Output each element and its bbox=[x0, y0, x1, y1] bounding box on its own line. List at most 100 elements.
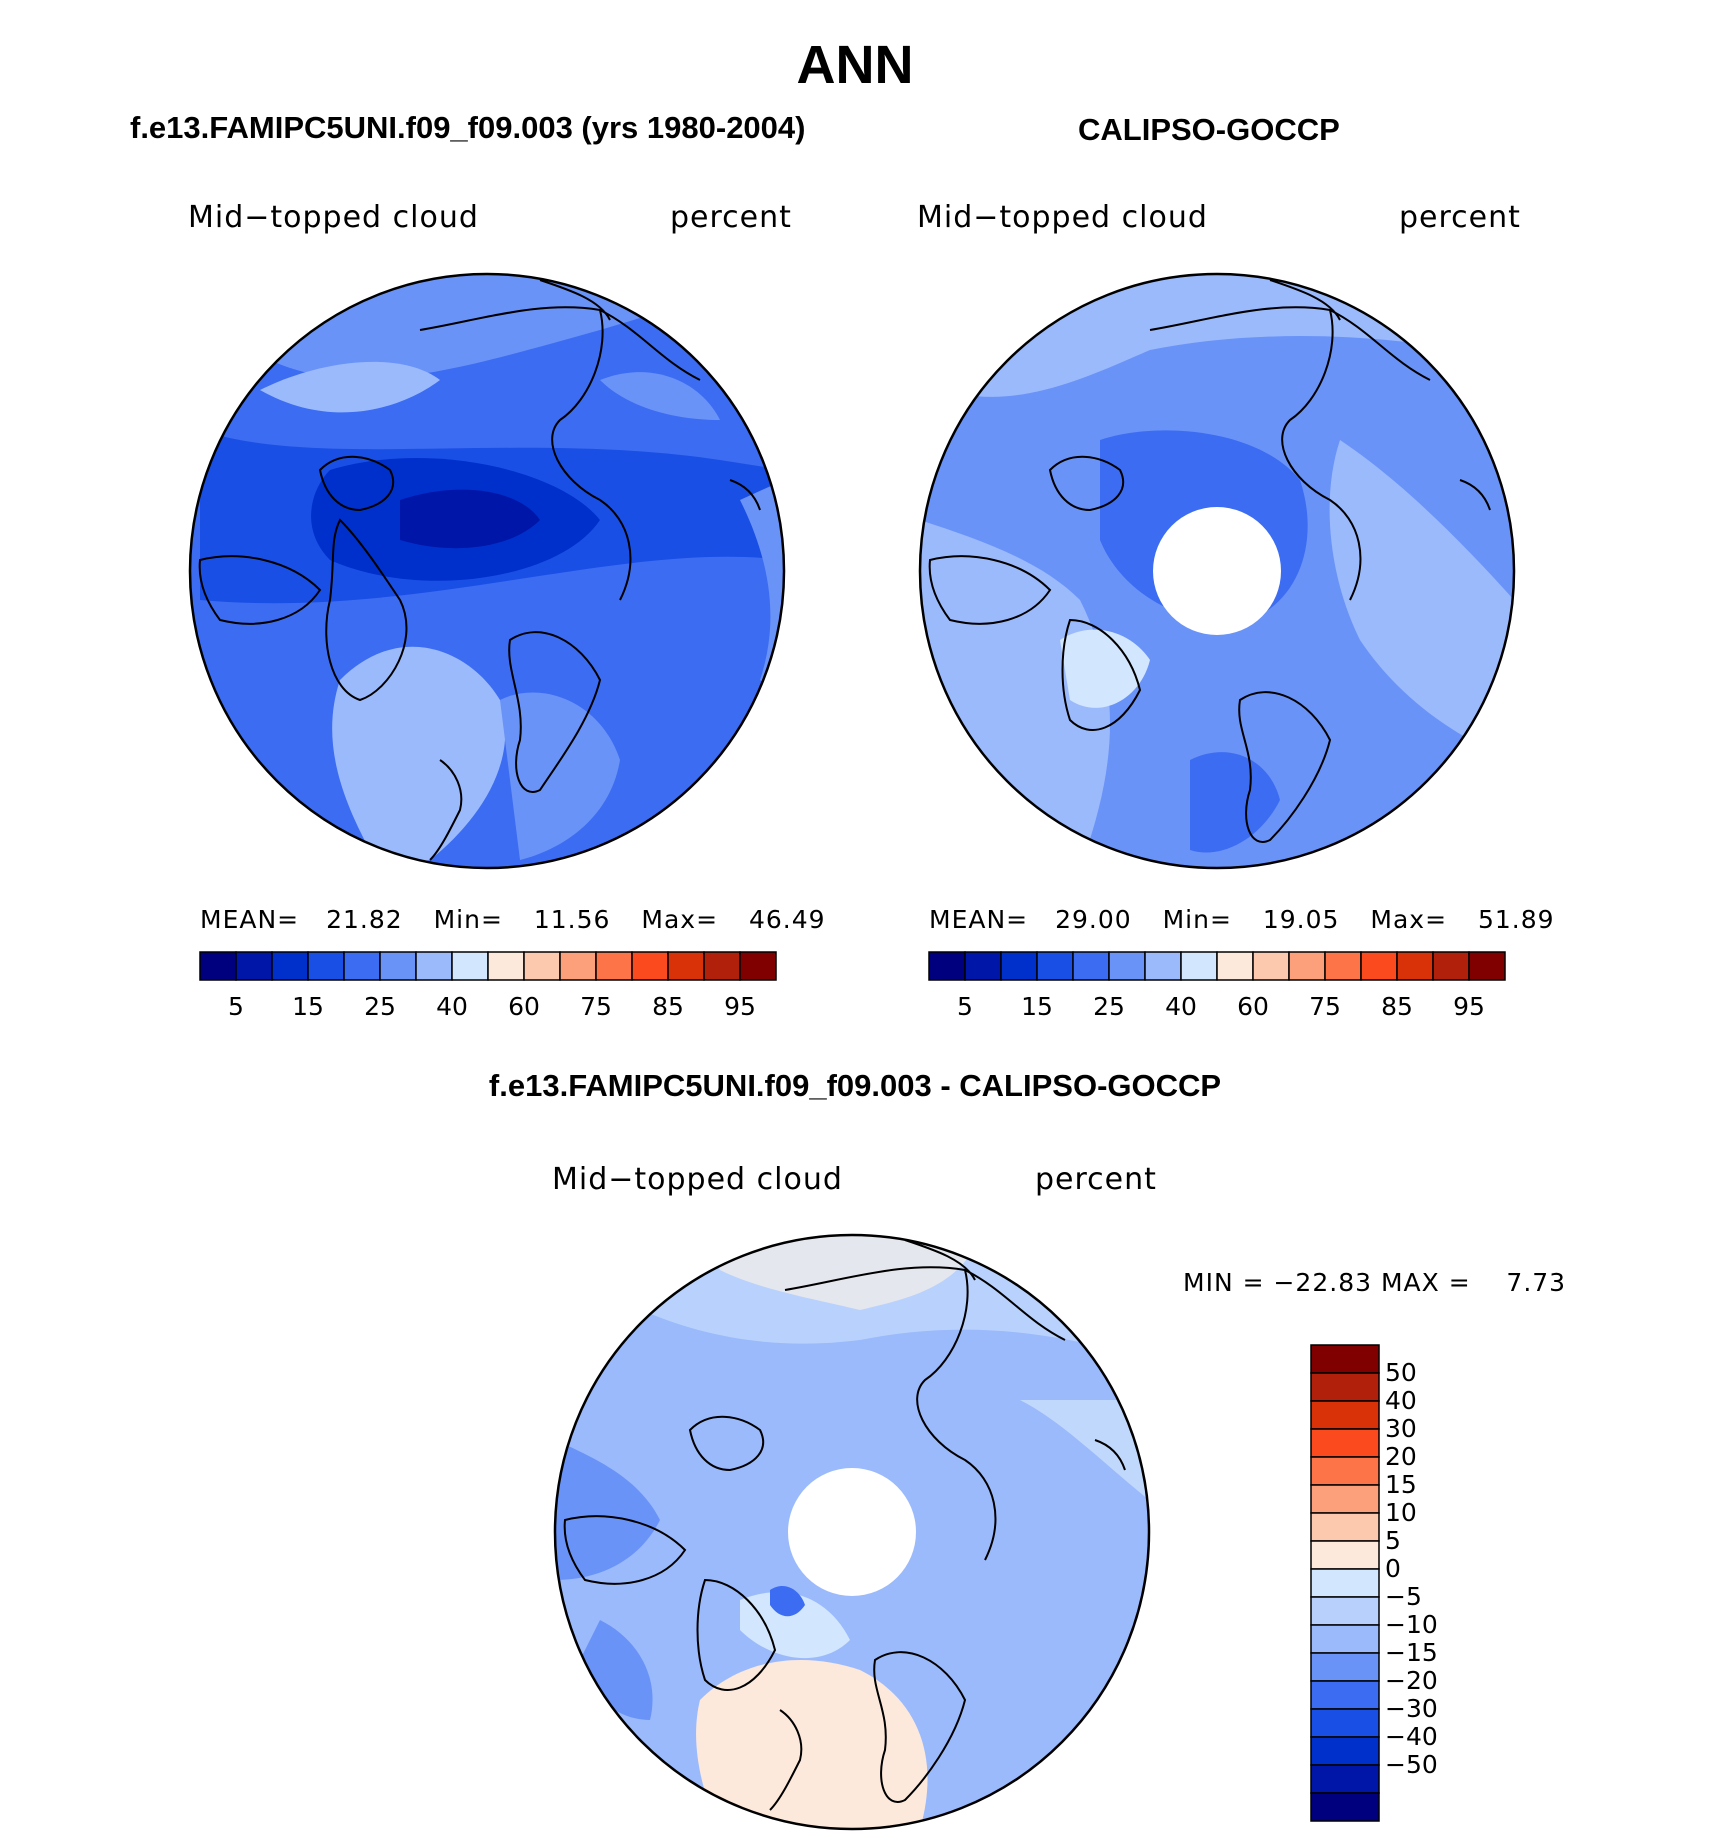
panel1-colorbar-cell bbox=[667, 951, 705, 981]
panel2-colorbar-cell bbox=[928, 951, 966, 981]
panel2-colorbar-cell bbox=[1180, 951, 1218, 981]
panel2-min-label: Min= bbox=[1162, 905, 1232, 934]
panel1-colorbar-cell bbox=[415, 951, 453, 981]
diff-colorbar-tick-label: 40 bbox=[1385, 1386, 1417, 1415]
panel1-colorbar-cell bbox=[199, 951, 237, 981]
panel1-colorbar-cell bbox=[451, 951, 489, 981]
panel1-colorbar-tick-label: 60 bbox=[508, 992, 540, 1021]
panel2-colorbar bbox=[928, 951, 1506, 981]
panel1-colorbar-cell bbox=[487, 951, 525, 981]
diff-colorbar-tick-label: −50 bbox=[1385, 1750, 1438, 1779]
diff-colorbar bbox=[1310, 1344, 1380, 1822]
panel2-colorbar-cell bbox=[1396, 951, 1434, 981]
diff-colorbar-tick-label: 10 bbox=[1385, 1498, 1417, 1527]
panel1-max-label: Max= bbox=[641, 905, 719, 934]
diff-colorbar-cell bbox=[1310, 1428, 1380, 1458]
panel2-colorbar-cell bbox=[1216, 951, 1254, 981]
panel1-mean: 21.82 bbox=[326, 905, 403, 934]
panel2-map bbox=[918, 272, 1516, 870]
panel2-header: CALIPSO-GOCCP bbox=[1078, 112, 1340, 147]
diff-colorbar-tick-label: −15 bbox=[1385, 1638, 1438, 1667]
panel2-colorbar-cell bbox=[1252, 951, 1290, 981]
diff-colorbar-cell bbox=[1310, 1484, 1380, 1514]
panel2-mean-label: MEAN= bbox=[929, 905, 1029, 934]
panel2-colorbar-cell bbox=[1072, 951, 1110, 981]
figure-title: ANN bbox=[796, 35, 914, 95]
panel2-colorbar-cell bbox=[964, 951, 1002, 981]
panel1-colorbar-cell bbox=[559, 951, 597, 981]
panel1-mean-label: MEAN= bbox=[200, 905, 300, 934]
panel1-min-label: Min= bbox=[433, 905, 503, 934]
panel2-colorbar-tick-label: 15 bbox=[1021, 992, 1053, 1021]
panel1-colorbar-tick-label: 25 bbox=[364, 992, 396, 1021]
panel2-colorbar-cell bbox=[1144, 951, 1182, 981]
diff-colorbar-tick-label: 20 bbox=[1385, 1442, 1417, 1471]
diff-colorbar-tick-label: 0 bbox=[1385, 1554, 1401, 1583]
panel2-colorbar-cell bbox=[1288, 951, 1326, 981]
panel2-colorbar-cell bbox=[1324, 951, 1362, 981]
panel3-variable: Mid−topped cloud bbox=[552, 1162, 843, 1197]
panel1-min: 11.56 bbox=[533, 905, 611, 934]
diff-colorbar-tick-label: −10 bbox=[1385, 1610, 1438, 1639]
panel1-colorbar-tick-label: 95 bbox=[724, 992, 756, 1021]
panel3-units: percent bbox=[1035, 1162, 1157, 1197]
panel1-map bbox=[188, 272, 786, 870]
panel1-units: percent bbox=[670, 200, 792, 235]
diff-colorbar-tick-label: −30 bbox=[1385, 1694, 1438, 1723]
panel1-colorbar-cell bbox=[523, 951, 561, 981]
panel2-colorbar-tick-label: 5 bbox=[957, 992, 973, 1021]
panel1-colorbar-tick-label: 5 bbox=[228, 992, 244, 1021]
panel1-colorbar-cell bbox=[631, 951, 669, 981]
panel2-colorbar-tick-label: 25 bbox=[1093, 992, 1125, 1021]
panel3-map bbox=[553, 1233, 1151, 1831]
panel1-colorbar-tick-label: 40 bbox=[436, 992, 468, 1021]
diff-colorbar-tick-label: −5 bbox=[1385, 1582, 1422, 1611]
panel2-min: 19.05 bbox=[1262, 905, 1340, 934]
panel2-colorbar-tick-label: 40 bbox=[1165, 992, 1197, 1021]
panel3-header: f.e13.FAMIPC5UNI.f09_f09.003 - CALIPSO-G… bbox=[488, 1068, 1222, 1103]
panel1-colorbar-cell bbox=[703, 951, 741, 981]
diff-colorbar-tick-label: 15 bbox=[1385, 1470, 1417, 1499]
panel2-colorbar-cell bbox=[1432, 951, 1470, 981]
panel1-colorbar-cell bbox=[343, 951, 381, 981]
panel2-colorbar-tick-label: 95 bbox=[1453, 992, 1485, 1021]
panel2-variable: Mid−topped cloud bbox=[917, 200, 1208, 235]
panel2-max-label: Max= bbox=[1370, 905, 1448, 934]
panel2-colorbar-cell bbox=[1468, 951, 1506, 981]
panel2-colorbar-cell bbox=[1000, 951, 1038, 981]
panel2-stats: MEAN= 29.00 Min= 19.05 Max= 51.89 bbox=[929, 905, 1555, 934]
panel1-colorbar-cell bbox=[595, 951, 633, 981]
panel1-colorbar-tick-label: 15 bbox=[292, 992, 324, 1021]
diff-colorbar-cell bbox=[1310, 1680, 1380, 1710]
diff-colorbar-cell bbox=[1310, 1512, 1380, 1542]
panel2-colorbar-tick-label: 75 bbox=[1309, 992, 1341, 1021]
panel3-stats: MIN = −22.83 MAX = 7.73 bbox=[1183, 1268, 1567, 1297]
diff-colorbar-cell bbox=[1310, 1344, 1380, 1374]
diff-colorbar-tick-label: −20 bbox=[1385, 1666, 1438, 1695]
panel1-stats: MEAN= 21.82 Min= 11.56 Max= 46.49 bbox=[200, 905, 826, 934]
panel1-colorbar-cell bbox=[271, 951, 309, 981]
panel2-mean: 29.00 bbox=[1055, 905, 1132, 934]
panel1-header: f.e13.FAMIPC5UNI.f09_f09.003 (yrs 1980-2… bbox=[130, 110, 806, 145]
diff-colorbar-cell bbox=[1310, 1400, 1380, 1430]
panel2-colorbar-cell bbox=[1036, 951, 1074, 981]
panel2-colorbar-tick-label: 85 bbox=[1381, 992, 1413, 1021]
diff-colorbar-cell bbox=[1310, 1624, 1380, 1654]
panel1-colorbar-cell bbox=[235, 951, 273, 981]
diff-colorbar-cell bbox=[1310, 1456, 1380, 1486]
diff-colorbar-cell bbox=[1310, 1736, 1380, 1766]
panel1-colorbar bbox=[199, 951, 777, 981]
diff-colorbar-cell bbox=[1310, 1652, 1380, 1682]
panel1-colorbar-tick-label: 75 bbox=[580, 992, 612, 1021]
panel2-max: 51.89 bbox=[1478, 905, 1555, 934]
panel2-colorbar-cell bbox=[1360, 951, 1398, 981]
panel1-colorbar-cell bbox=[307, 951, 345, 981]
panel2-colorbar-tick-label: 60 bbox=[1237, 992, 1269, 1021]
diff-colorbar-cell bbox=[1310, 1596, 1380, 1626]
panel1-variable: Mid−topped cloud bbox=[188, 200, 479, 235]
diff-colorbar-cell bbox=[1310, 1792, 1380, 1822]
diff-colorbar-tick-label: 30 bbox=[1385, 1414, 1417, 1443]
diff-colorbar-tick-label: 5 bbox=[1385, 1526, 1401, 1555]
diff-colorbar-tick-label: 50 bbox=[1385, 1358, 1417, 1387]
